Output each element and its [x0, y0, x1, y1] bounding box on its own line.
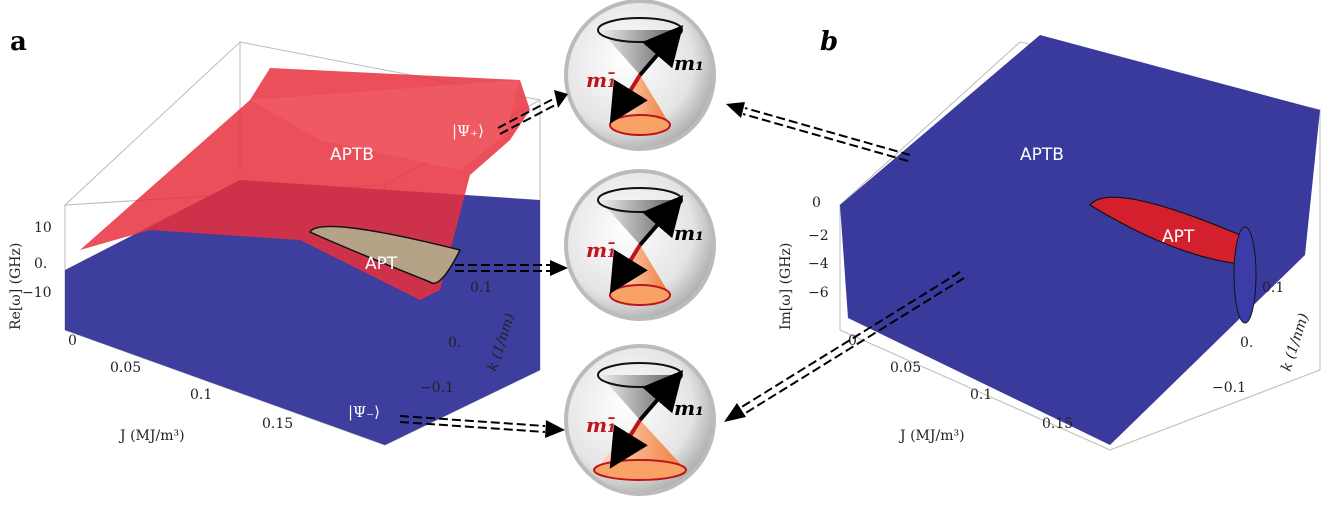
m-top-label: m₁: [674, 221, 704, 245]
sphere: m₁ m₁̄: [566, 1, 714, 149]
arrow: [743, 108, 910, 161]
panel-b: b APTB APT 0 −2 −4 −6 Im[ω] (GHz) 0 0.05…: [778, 27, 1320, 450]
surface-label: APT: [1162, 227, 1195, 247]
z-tick: 0: [812, 195, 821, 211]
y-tick: 0.: [448, 335, 461, 351]
m-bottom-label: m₁̄: [586, 238, 616, 262]
surface-label: APT: [365, 254, 398, 274]
z-tick: 0.: [34, 256, 47, 272]
x-tick: 0.05: [110, 360, 141, 376]
x-tick: 0: [68, 333, 77, 349]
z-tick: −2: [808, 228, 829, 244]
arrowhead: [550, 260, 568, 276]
lower-orbit: [610, 115, 670, 135]
x-axis-label: J (MJ/m³): [118, 428, 185, 444]
panel-label: b: [820, 27, 838, 57]
x-tick: 0.05: [890, 360, 921, 376]
z-axis-label: Im[ω] (GHz): [778, 243, 794, 330]
z-tick: −10: [22, 285, 52, 301]
z-axis-label: Re[ω] (GHz): [8, 243, 24, 330]
spheres: m₁ m₁̄ m₁ m₁̄ m₁ m₁̄: [566, 1, 714, 494]
state-label: |Ψ₊⟩: [452, 122, 484, 140]
x-tick: 0.15: [1042, 416, 1073, 432]
m-bottom-label: m₁̄: [586, 413, 616, 437]
surface-label: APTB: [330, 145, 374, 165]
m-top-label: m₁: [674, 396, 704, 420]
lower-orbit: [594, 460, 686, 480]
m-top-label: m₁: [674, 51, 704, 75]
y-tick: 0.: [1240, 335, 1253, 351]
y-tick: −0.1: [1212, 380, 1246, 396]
panel-label: a: [10, 27, 27, 57]
surface-label: APTB: [1020, 145, 1064, 165]
lower-orbit: [610, 285, 670, 305]
cone-base: [1234, 227, 1256, 323]
x-tick: 0.1: [190, 387, 212, 403]
sphere: m₁ m₁̄: [566, 171, 714, 319]
panel-a: a APTB APT |Ψ₊⟩ |Ψ₋⟩ 10 0. −10 Re[ω] (GH…: [8, 27, 540, 445]
x-tick: 0.15: [262, 416, 293, 432]
x-axis-label: J (MJ/m³): [898, 428, 965, 444]
z-tick: 10: [34, 220, 52, 236]
y-tick: 0.1: [470, 280, 492, 296]
state-label: |Ψ₋⟩: [348, 403, 380, 421]
z-tick: −6: [808, 285, 829, 301]
sphere: m₁ m₁̄: [566, 346, 714, 494]
m-bottom-label: m₁̄: [586, 68, 616, 92]
arrowhead: [554, 90, 568, 108]
arrowhead: [726, 102, 745, 118]
x-tick: 0.1: [970, 387, 992, 403]
arrow: [400, 416, 545, 432]
y-tick: 0.1: [1262, 280, 1284, 296]
y-tick: −0.1: [420, 380, 454, 396]
arrowhead: [545, 420, 565, 438]
z-tick: −4: [808, 256, 829, 272]
figure: a APTB APT |Ψ₊⟩ |Ψ₋⟩ 10 0. −10 Re[ω] (GH…: [0, 0, 1326, 513]
y-axis-label: k (1/nm): [1279, 311, 1313, 373]
